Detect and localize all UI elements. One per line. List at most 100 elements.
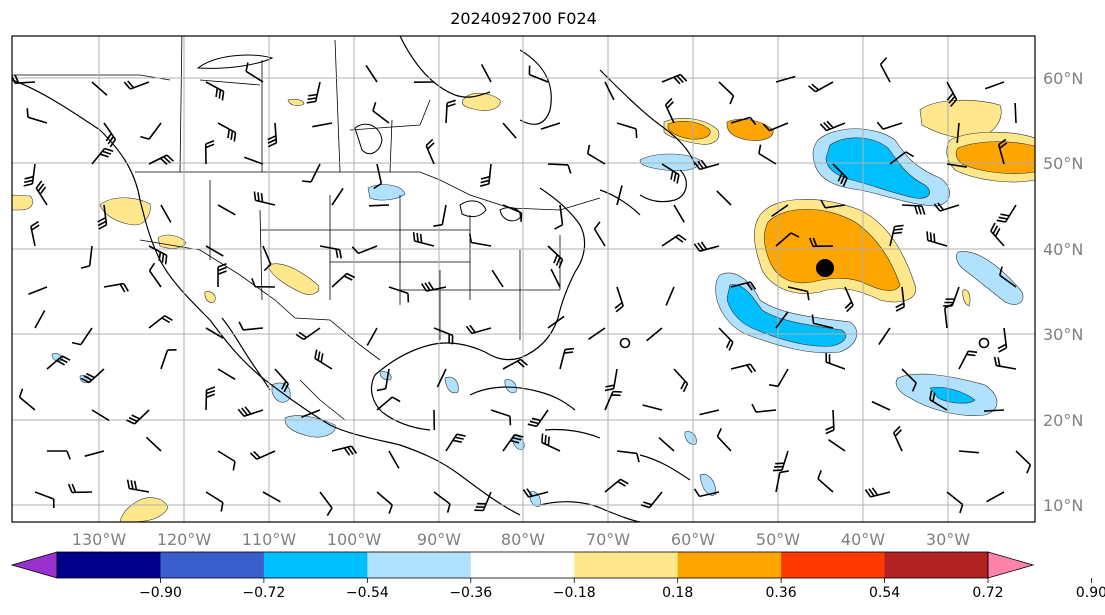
wind-barb — [775, 311, 789, 329]
colorbar-tick-label: 0.90 — [1076, 585, 1105, 601]
wind-barb — [889, 151, 914, 165]
wind-barb — [956, 122, 960, 143]
wind-barb — [80, 245, 93, 269]
wind-barb — [262, 491, 281, 503]
wind-barb — [80, 368, 105, 384]
wind-barb — [502, 433, 524, 452]
colorbar-tick-label: 0.54 — [869, 585, 900, 601]
wind-barb — [983, 409, 1005, 412]
colorbar-segment — [574, 552, 679, 578]
wind-barb — [376, 491, 393, 514]
wind-barb — [946, 163, 967, 168]
wind-barb — [944, 303, 954, 329]
wind-barb — [772, 450, 789, 472]
wind-barb — [319, 245, 342, 259]
lon-label: 50°W — [756, 530, 800, 549]
wind-barb — [996, 204, 1017, 223]
wind-barb — [365, 64, 378, 83]
wind-barb — [547, 163, 572, 174]
wind-barb — [331, 187, 344, 206]
wind-barb — [933, 202, 960, 212]
lon-label: 30°W — [926, 530, 970, 549]
wind-barb — [30, 220, 40, 247]
wind-barb — [699, 409, 720, 416]
wind-barb — [148, 154, 175, 165]
wind-barb — [540, 122, 561, 130]
wind-barb — [664, 97, 675, 124]
wind-barb — [604, 368, 618, 392]
wind-barb — [238, 321, 264, 331]
wind-barb — [123, 80, 150, 90]
wind-barb — [388, 286, 410, 303]
wind-barb — [502, 122, 517, 139]
wind-barb — [832, 163, 848, 187]
wind-barb — [775, 232, 800, 247]
wind-barb — [775, 75, 796, 83]
lon-label: 100°W — [327, 530, 382, 549]
map-panel — [12, 36, 1035, 522]
wind-barb — [892, 425, 903, 452]
wind-barb — [614, 286, 624, 313]
wind-barb — [245, 62, 264, 83]
wind-barb — [946, 491, 964, 514]
wind-barb — [103, 122, 117, 148]
wind-barb — [502, 358, 528, 370]
colorbar-segment — [470, 552, 575, 578]
wind-barb — [126, 479, 150, 493]
colorbar-tick-label: −0.18 — [553, 585, 596, 601]
wind-barb — [145, 436, 162, 452]
wind-barb — [376, 396, 401, 411]
wind-barb — [237, 406, 264, 417]
wind-barb — [376, 368, 390, 392]
wind-barb — [243, 156, 264, 165]
wind-barb — [28, 286, 48, 296]
wind-barb — [319, 491, 333, 517]
wind-barb — [433, 327, 454, 345]
wind-barb — [878, 327, 891, 345]
colorbar-segment — [57, 552, 161, 578]
wind-barb — [762, 122, 789, 132]
wind-barb — [758, 144, 777, 165]
wind-barb — [373, 163, 383, 190]
wind-barb — [314, 349, 333, 370]
wind-barb — [18, 388, 36, 411]
wind-barb — [436, 368, 447, 388]
colorbar-frame — [56, 551, 989, 579]
latitude-labels: 60°N 50°N 40°N 30°N 20°N 10°N — [1043, 69, 1083, 515]
wind-barb — [251, 278, 276, 288]
lat-label: 10°N — [1043, 496, 1083, 515]
wind-barb — [844, 286, 854, 313]
wind-barb — [84, 450, 105, 457]
wind-barb — [205, 386, 216, 411]
wind-barb — [808, 237, 834, 248]
wind-barb — [331, 445, 358, 456]
wind-barb — [372, 102, 390, 124]
colorbar-tick-label: 0.18 — [662, 585, 693, 601]
wind-barb — [825, 409, 835, 435]
wind-barb — [716, 190, 732, 206]
wind-barb — [295, 327, 321, 341]
lat-label: 40°N — [1043, 240, 1083, 259]
colorbar-segment — [263, 552, 368, 578]
wind-barb — [587, 144, 606, 165]
wind-barb — [876, 121, 903, 130]
wind-barb — [828, 439, 846, 452]
longitude-labels: 130°W 120°W 110°W 100°W 90°W 80°W 70°W 6… — [72, 530, 970, 549]
wind-barb — [661, 73, 688, 85]
wind-barb — [140, 122, 162, 140]
wind-barb — [997, 138, 1008, 165]
wind-barb — [986, 491, 1005, 503]
colorbar-extend-max — [987, 551, 1035, 579]
wind-barb — [306, 81, 321, 104]
wind-barb — [673, 368, 689, 393]
wind-barb — [217, 368, 236, 380]
wind-barb — [673, 204, 685, 223]
wind-barb — [91, 81, 108, 96]
wind-barb — [559, 347, 574, 370]
lat-label: 60°N — [1043, 69, 1083, 88]
wind-barb — [604, 81, 615, 101]
wind-barb — [480, 64, 492, 83]
colorbar-tick-label: −0.54 — [346, 585, 389, 601]
wind-barb — [879, 57, 891, 83]
wind-barb — [642, 404, 663, 411]
